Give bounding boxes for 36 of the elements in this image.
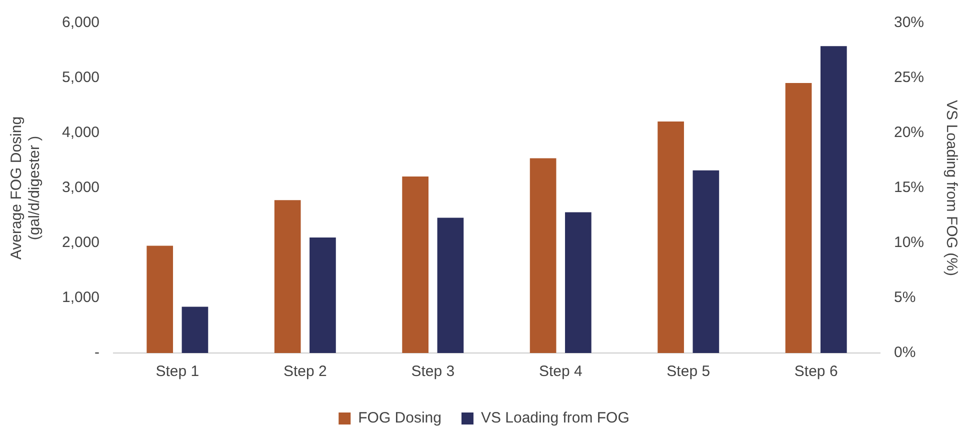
y2-axis-title: VS Loading from FOG (%): [942, 100, 960, 276]
bar: [820, 46, 847, 353]
y-axis-title: Average FOG Dosing (gal/d/digester ): [8, 116, 44, 260]
x-tick-label: Step 5: [666, 363, 710, 380]
legend-label: VS Loading from FOG: [480, 410, 630, 427]
bar: [530, 158, 556, 353]
x-tick-label: Step 6: [794, 363, 838, 380]
bar: [658, 121, 684, 353]
y2-tick-label: 10%: [894, 234, 924, 252]
x-tick-label: Step 4: [538, 363, 582, 380]
x-tick-label: Step 1: [156, 363, 200, 380]
y-tick-label: 4,000: [62, 124, 100, 142]
bar: [565, 212, 592, 353]
y-tick-label: -: [94, 344, 100, 362]
y-tick-label: 6,000: [62, 14, 100, 32]
x-tick-label: Step 2: [283, 363, 327, 380]
bar: [182, 306, 208, 353]
y-tick-label: 5,000: [62, 69, 100, 86]
y-tick-label: 1,000: [62, 289, 100, 306]
y2-tick-label: 30%: [894, 14, 924, 32]
bar: [146, 246, 174, 353]
x-tick-label: Step 3: [411, 363, 455, 380]
bar: [274, 200, 301, 353]
y2-tick-label: 15%: [894, 179, 924, 196]
y2-tick-label: 0%: [894, 344, 916, 362]
y-tick-label: 2,000: [62, 234, 100, 252]
y2-tick-label: 5%: [894, 289, 916, 306]
bar: [692, 170, 720, 353]
bar: [785, 82, 812, 353]
y2-tick-label: 25%: [894, 69, 924, 86]
y-tick-label: 3,000: [62, 179, 100, 196]
bar: [437, 218, 464, 353]
legend-label: FOG Dosing: [358, 410, 442, 427]
y2-tick-label: 20%: [894, 124, 924, 142]
bar: [310, 238, 336, 353]
bar: [402, 176, 428, 353]
